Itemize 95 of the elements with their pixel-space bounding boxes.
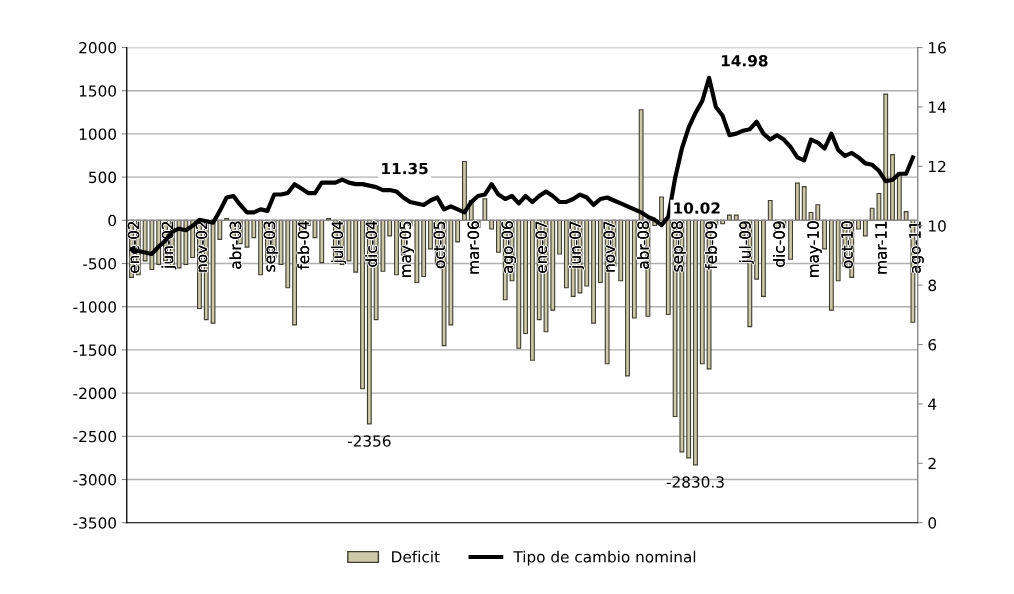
- bar: [258, 219, 264, 276]
- bar: [353, 219, 359, 273]
- bar: [496, 219, 501, 253]
- y-tick-label: -2500: [73, 430, 117, 443]
- bar: [896, 172, 902, 221]
- bar: [292, 219, 298, 326]
- bar: [394, 219, 399, 276]
- x-tick-label: ene-07: [535, 221, 548, 273]
- x-tick-label: abr-03: [229, 221, 242, 269]
- y-tick-label: -1500: [73, 344, 117, 356]
- bar: [686, 219, 692, 459]
- bar: [489, 219, 495, 230]
- bar: [597, 219, 603, 284]
- x-tick-label: nov-02: [195, 221, 208, 272]
- y-tick-label: -3500: [73, 517, 117, 529]
- x-tick-label: jul-09: [739, 221, 754, 264]
- data-label: 14.98: [721, 54, 768, 67]
- x-tick-label: sep-03: [263, 221, 279, 272]
- bar: [638, 109, 644, 221]
- x-tick-label: oct-10: [841, 221, 853, 269]
- bar: [828, 219, 834, 311]
- y2-tick-label: 14: [929, 101, 946, 113]
- y2-tick-label: 6: [928, 338, 937, 351]
- bar: [462, 161, 467, 221]
- bar: [890, 154, 895, 221]
- x-tick-label: ago-11: [909, 221, 924, 274]
- bar: [563, 219, 569, 289]
- y-tick-label: 1500: [79, 85, 117, 97]
- data-label: 11.35: [382, 162, 428, 175]
- data-label: -2830.3: [666, 476, 724, 488]
- x-tick-label: nov-07: [603, 221, 615, 272]
- bar: [699, 219, 705, 365]
- bar: [767, 199, 773, 221]
- data-label: -2356: [347, 435, 391, 447]
- x-tick-label: ago-06: [501, 221, 517, 274]
- x-tick-label: may-05: [399, 221, 415, 277]
- y-tick-label: -3000: [73, 473, 117, 486]
- bar: [482, 198, 488, 221]
- x-tick-label: oct-05: [433, 221, 446, 269]
- y2-tick-label: 0: [928, 517, 937, 529]
- bar: [529, 219, 535, 361]
- x-tick-label: sep-08: [671, 221, 686, 272]
- y-tick-label: -500: [83, 257, 117, 270]
- y2-tick-label: 12: [929, 160, 946, 173]
- x-tick-label: mar-06: [467, 221, 480, 274]
- y2-tick-label: 4: [928, 398, 937, 410]
- bar: [360, 219, 365, 390]
- bar: [591, 219, 596, 324]
- bar: [387, 219, 393, 237]
- y-tick-label: 0: [108, 214, 117, 227]
- bar: [754, 219, 760, 280]
- bar: [733, 214, 739, 221]
- y2-tick-label: 16: [929, 41, 946, 54]
- x-tick-label: mar-11: [875, 221, 887, 274]
- bar: [665, 219, 671, 316]
- x-tick-label: may-10: [807, 221, 822, 277]
- bar: [883, 93, 889, 221]
- x-tick-label: feb-09: [705, 221, 717, 270]
- bar: [319, 219, 325, 264]
- bar: [659, 196, 664, 221]
- x-tick-label: dic-04: [365, 221, 378, 267]
- bar: [856, 219, 861, 230]
- y2-tick-label: 10: [929, 220, 946, 232]
- y2-tick-label: 2: [928, 457, 936, 470]
- x-tick-label: feb-04: [297, 221, 310, 270]
- bar: [455, 219, 461, 243]
- bar: [862, 219, 868, 237]
- bar: [761, 219, 766, 297]
- bar: [625, 219, 630, 377]
- bar: [693, 219, 698, 466]
- bar: [631, 219, 637, 319]
- bar: [727, 214, 732, 221]
- bar: [584, 219, 590, 287]
- bar: [788, 219, 794, 260]
- x-tick-label: abr-08: [637, 221, 649, 269]
- y-tick-label: 1000: [79, 128, 117, 140]
- legend-label: Tipo de cambio nominal: [513, 550, 696, 566]
- bar: [421, 219, 427, 278]
- bar: [822, 219, 828, 250]
- y-tick-label: 2000: [79, 41, 117, 54]
- y-tick-label: 500: [89, 171, 117, 184]
- x-tick-label: jun-07: [569, 221, 584, 270]
- bar: [794, 182, 800, 221]
- x-tick-label: dic-09: [773, 221, 785, 267]
- data-label: 10.02: [674, 202, 720, 214]
- bar: [618, 219, 624, 282]
- y-tick-label: -2000: [73, 387, 117, 400]
- x-tick-label: jul-04: [331, 221, 347, 264]
- y2-tick-label: 8: [928, 279, 937, 292]
- bar: [557, 219, 563, 255]
- legend-label: Deficit: [392, 550, 440, 563]
- bar: [523, 219, 529, 335]
- y-tick-label: -1000: [73, 301, 117, 313]
- bar: [903, 211, 909, 221]
- bar: [428, 219, 433, 250]
